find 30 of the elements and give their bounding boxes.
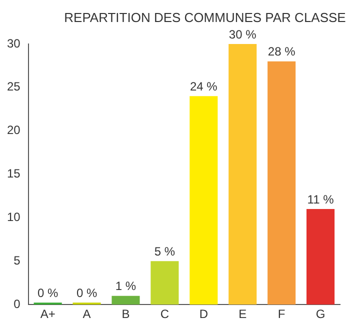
y-tick-label: 25 xyxy=(6,80,21,94)
bar xyxy=(112,296,140,305)
data-label: 24 % xyxy=(190,79,218,94)
x-tick-label: D xyxy=(199,307,208,322)
bar xyxy=(268,61,296,305)
x-tick-label: E xyxy=(238,307,247,322)
x-tick-label: B xyxy=(122,307,130,322)
y-tick-label: 30 xyxy=(6,36,21,50)
data-label: 11 % xyxy=(307,192,334,206)
y-tick-label: 0 xyxy=(14,296,21,311)
x-tick-label: F xyxy=(278,307,286,322)
data-label: 30 % xyxy=(228,27,257,42)
x-tick-label: A+ xyxy=(40,307,56,322)
chart-title: REPARTITION DES COMMUNES PAR CLASSE xyxy=(63,10,347,25)
y-tick-label: 15 xyxy=(6,166,21,181)
y-tick-label: 20 xyxy=(6,123,21,138)
bar xyxy=(150,261,179,305)
data-label: 0 % xyxy=(76,286,98,300)
bar xyxy=(306,209,335,305)
y-tick-label: 10 xyxy=(6,210,21,224)
data-label: 0 % xyxy=(37,286,58,300)
x-tick-label: G xyxy=(316,307,326,322)
y-tick-label: 5 xyxy=(14,253,21,268)
x-tick-label: C xyxy=(160,307,170,322)
bar xyxy=(228,44,257,305)
bar xyxy=(190,96,218,305)
data-label: 28 % xyxy=(268,44,296,59)
data-label: 1 % xyxy=(115,279,136,294)
data-label: 5 % xyxy=(154,244,176,258)
x-tick-label: A xyxy=(82,307,91,322)
